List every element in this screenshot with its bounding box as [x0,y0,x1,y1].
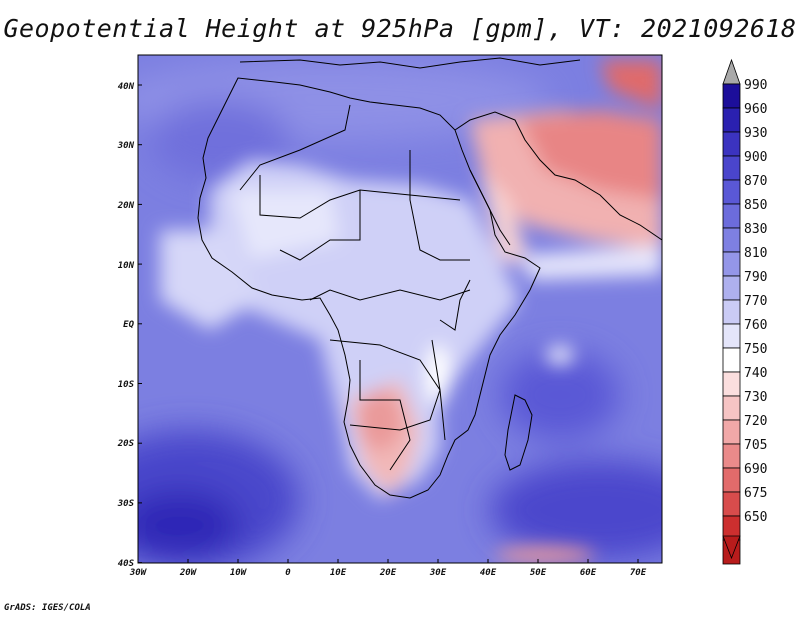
chart-title: Geopotential Height at 925hPa [gpm], VT:… [3,14,797,43]
colorbar-level-label: 850 [744,198,767,213]
colorbar-level-label: 690 [744,462,767,477]
colorbar-level-label: 740 [744,366,767,381]
colorbar-level-label: 870 [744,174,767,189]
colorbar-level-label: 900 [744,150,767,165]
colorbar-level-label: 760 [744,318,767,333]
colorbar-box [722,395,741,421]
colorbar-level-label: 720 [744,414,767,429]
colorbar-level-label: 650 [744,510,767,525]
lat-tick-label: 20N [117,201,135,211]
colorbar-box [722,347,741,373]
lat-tick-label: 30N [117,141,135,151]
colorbar-under-triangle [722,535,741,560]
lat-tick-label: 10S [118,380,135,390]
colorbar-box [722,179,741,205]
colorbar-box [722,83,741,109]
colorbar-box [722,227,741,253]
lon-tick-label: 40E [480,568,497,578]
lon-tick-label: 10W [230,568,248,578]
colorbar-box [722,275,741,301]
credit-text: GrADS: IGES/COLA [4,603,91,613]
colorbar [722,58,741,565]
lat-tick-label: EQ [123,320,134,330]
latitude-axis: 40N 30N 20N 10N EQ 10S 20S 30S 40S [117,82,135,569]
axis-ticks [137,84,639,564]
lon-tick-label: 0 [285,568,291,578]
lon-tick-label: 30E [429,568,447,578]
lon-tick-label: 70E [630,568,647,578]
lat-tick-label: 40N [118,82,135,92]
lon-tick-label: 20W [179,568,198,578]
colorbar-box [722,371,741,397]
lat-tick-label: 10N [118,261,135,271]
lon-tick-label: 10E [330,568,347,578]
lon-tick-label: 30W [129,568,148,578]
colorbar-level-label: 770 [744,294,767,309]
colorbar-over-triangle [722,58,741,85]
coastlines [197,57,662,499]
colorbar-level-label: 705 [744,438,767,453]
colorbar-box [722,155,741,181]
colorbar-box [722,203,741,229]
colorbar-box [722,419,741,445]
lat-tick-label: 30S [117,499,135,509]
colorbar-box [722,491,741,517]
colorbar-level-label: 960 [744,102,767,117]
colorbar-level-label: 810 [744,246,767,261]
lon-tick-label: 50E [530,568,547,578]
lon-tick-label: 60E [580,568,597,578]
colorbar-level-label: 750 [744,342,767,357]
colorbar-box [722,251,741,277]
colorbar-level-label: 830 [744,222,767,237]
height-field [138,55,662,563]
colorbar-box [722,443,741,469]
colorbar-box [722,323,741,349]
colorbar-box [722,107,741,133]
colorbar-level-label: 730 [744,390,767,405]
lat-tick-label: 20S [117,439,135,449]
colorbar-box [722,299,741,325]
colorbar-labels: 990 960 930 900 870 850 830 810 790 770 … [744,78,767,525]
plot-frame [137,54,663,564]
longitude-axis: 30W 20W 10W 0 10E 20E 30E 40E 50E 60E 70… [129,568,647,578]
lon-tick-label: 20E [379,568,397,578]
colorbar-level-label: 990 [744,78,767,93]
colorbar-level-label: 930 [744,126,767,141]
lat-tick-label: 40S [118,559,135,569]
colorbar-level-label: 675 [744,486,767,501]
colorbar-box [722,467,741,493]
colorbar-box [722,131,741,157]
colorbar-level-label: 790 [744,270,767,285]
